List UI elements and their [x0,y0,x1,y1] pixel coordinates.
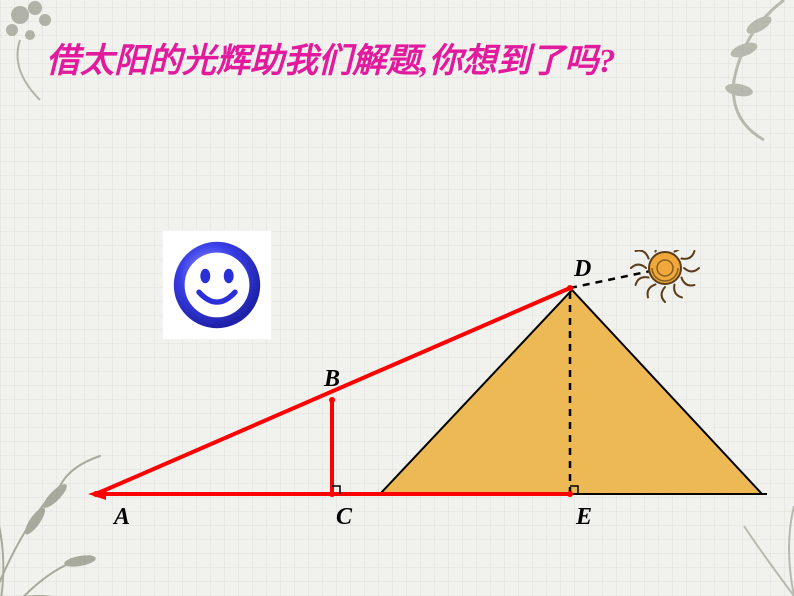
label-A: A [114,504,130,531]
label-D: D [574,256,591,283]
page-title: 借太阳的光辉助我们解题,你想到了吗? [46,34,746,90]
label-B: B [324,366,340,393]
label-C: C [336,504,352,531]
geometry-diagram [60,250,780,550]
label-E: E [576,504,592,531]
